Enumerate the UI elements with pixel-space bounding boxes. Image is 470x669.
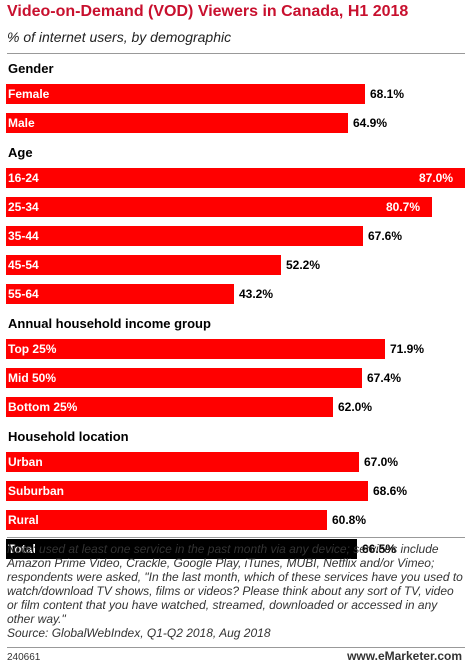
bar xyxy=(6,368,362,388)
bar xyxy=(6,84,365,104)
chart-subtitle: % of internet users, by demographic xyxy=(7,29,232,45)
bar-value-label: 60.8% xyxy=(332,513,367,527)
bar-value-label: 80.7% xyxy=(386,200,421,214)
bar xyxy=(6,481,368,501)
note-text: Note: used at least one service in the p… xyxy=(7,542,463,626)
bar-category-label: Urban xyxy=(8,455,43,469)
bar-value-label: 87.0% xyxy=(419,171,454,185)
bar-category-label: Mid 50% xyxy=(8,371,57,385)
bar xyxy=(6,339,385,359)
top-divider xyxy=(7,53,465,54)
bottom-divider xyxy=(7,537,465,538)
bar-category-label: 35-44 xyxy=(8,229,39,243)
bar-value-label: 64.9% xyxy=(353,116,388,130)
bar-category-label: 25-34 xyxy=(8,200,39,214)
footer-divider xyxy=(7,647,465,648)
bar-category-label: Suburban xyxy=(8,484,64,498)
bar-category-label: 16-24 xyxy=(8,171,39,185)
bar xyxy=(6,452,359,472)
bar-category-label: Top 25% xyxy=(8,342,57,356)
bar-category-label: Male xyxy=(8,116,35,130)
chart-note: Note: used at least one service in the p… xyxy=(7,542,467,640)
bar-category-label: Bottom 25% xyxy=(8,400,78,414)
bar-value-label: 68.1% xyxy=(370,87,405,101)
bar-category-label: 55-64 xyxy=(8,287,39,301)
bar-category-label: Total xyxy=(8,542,36,556)
bar-value-label: 66.5% xyxy=(362,542,397,556)
bar-value-label: 62.0% xyxy=(338,400,373,414)
bar xyxy=(6,397,333,417)
bar-value-label: 43.2% xyxy=(239,287,274,301)
bar xyxy=(6,539,357,559)
bar-value-label: 67.0% xyxy=(364,455,399,469)
brand-logo: www.eMarketer.com xyxy=(347,649,462,663)
bar-category-label: Rural xyxy=(8,513,39,527)
bar xyxy=(6,113,348,133)
bar-category-label: 45-54 xyxy=(8,258,39,272)
bar xyxy=(6,226,363,246)
bar xyxy=(6,284,234,304)
bar xyxy=(6,197,432,217)
bar xyxy=(6,510,327,530)
group-label: Household location xyxy=(8,429,129,444)
group-label: Age xyxy=(8,145,33,160)
bar xyxy=(6,255,281,275)
bar-value-label: 67.4% xyxy=(367,371,402,385)
source-text: Source: GlobalWebIndex, Q1-Q2 2018, Aug … xyxy=(7,626,271,640)
bar-value-label: 68.6% xyxy=(373,484,408,498)
bar-value-label: 67.6% xyxy=(368,229,403,243)
bar-category-label: Female xyxy=(8,87,50,101)
chart-id: 240661 xyxy=(7,652,41,663)
group-label: Annual household income group xyxy=(8,316,211,331)
chart-title: Video-on-Demand (VOD) Viewers in Canada,… xyxy=(7,3,409,20)
group-label: Gender xyxy=(8,61,54,76)
bar-value-label: 71.9% xyxy=(390,342,425,356)
bar xyxy=(6,168,465,188)
bar-value-label: 52.2% xyxy=(286,258,321,272)
